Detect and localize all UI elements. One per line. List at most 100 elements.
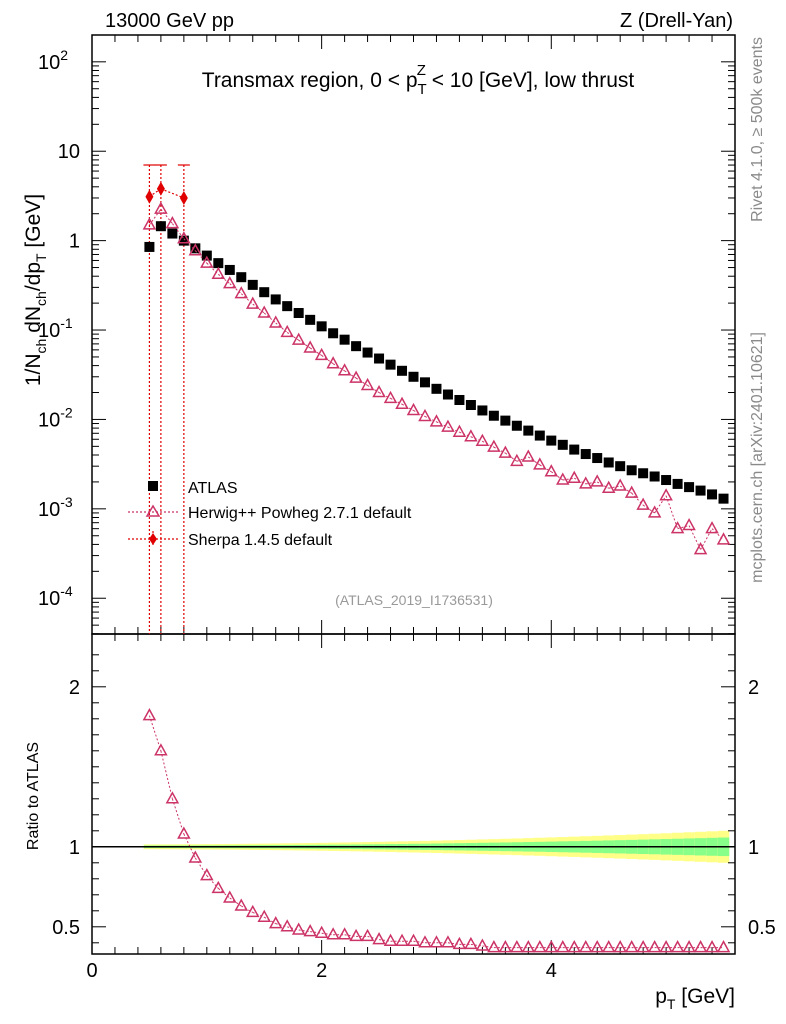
- ratio-y-axis-label: Ratio to ATLAS: [25, 742, 42, 850]
- atlas-point: [328, 328, 339, 339]
- herwig-point: [372, 384, 386, 398]
- herwig-ratio-point: [636, 940, 650, 953]
- herwig-ratio-point: [177, 826, 191, 839]
- herwig-point: [429, 414, 444, 427]
- herwig-point: [716, 532, 731, 545]
- herwig-ratio-point: [555, 940, 570, 953]
- rivet-version-label: Rivet 4.1.0, ≥ 500k events: [749, 37, 766, 222]
- herwig-ratio-point: [211, 880, 226, 894]
- legend-herwig-label: Herwig++ Powheg 2.7.1 default: [188, 505, 412, 522]
- herwig-ratio-point: [670, 940, 685, 953]
- atlas-point: [270, 294, 281, 305]
- atlas-point: [488, 410, 499, 421]
- herwig-ratio-connector: [447, 942, 460, 945]
- herwig-ratio-point: [521, 940, 536, 953]
- atlas-point: [661, 475, 672, 486]
- atlas-point: [431, 383, 442, 394]
- atlas-point: [282, 301, 293, 312]
- herwig-point: [533, 457, 547, 470]
- atlas-point: [236, 272, 247, 283]
- ratio-plot-marks: [142, 708, 731, 953]
- sherpa-point: [179, 190, 188, 205]
- atlas-point: [190, 243, 201, 254]
- herwig-ratio-point: [441, 935, 455, 948]
- herwig-point: [383, 390, 398, 404]
- herwig-point: [223, 276, 237, 289]
- herwig-ratio-connector: [310, 931, 322, 934]
- atlas-point: [557, 439, 568, 450]
- y-tick-label-left: 2: [69, 677, 80, 699]
- atlas-point: [649, 471, 660, 482]
- herwig-ratio-connector: [298, 929, 311, 933]
- herwig-ratio-connector: [482, 945, 494, 949]
- x-tick-label: 0: [86, 960, 97, 982]
- atlas-point: [213, 258, 224, 269]
- herwig-ratio-point: [268, 916, 283, 929]
- ratio-axis-ticks: 0 2 4 0.5 0.5 1 1 2 2: [52, 634, 776, 982]
- herwig-point: [165, 216, 180, 229]
- y-tick-label: 10-1: [38, 315, 73, 342]
- herwig-ratio-point: [406, 933, 421, 946]
- legend-sherpa-marker: [149, 533, 157, 545]
- y-tick-label: 1: [69, 231, 80, 253]
- herwig-point: [510, 453, 524, 467]
- herwig-point: [234, 286, 249, 299]
- herwig-point: [590, 474, 604, 487]
- herwig-point: [613, 478, 627, 491]
- atlas-point: [638, 468, 649, 479]
- herwig-ratio-point: [234, 898, 249, 911]
- herwig-point: [487, 439, 501, 452]
- herwig-ratio-point: [429, 935, 444, 948]
- atlas-point: [316, 321, 327, 332]
- herwig-point: [245, 296, 260, 309]
- ratio-plot-frame: [91, 633, 736, 955]
- atlas-point: [511, 420, 522, 431]
- herwig-connector: [654, 495, 667, 514]
- herwig-ratio-point: [452, 936, 467, 950]
- atlas-point: [374, 353, 385, 364]
- herwig-ratio-point: [223, 890, 237, 903]
- herwig-ratio-point: [291, 922, 306, 935]
- herwig-point: [498, 445, 513, 458]
- herwig-ratio-point: [705, 940, 719, 953]
- herwig-point: [636, 497, 650, 510]
- atlas-point: [672, 478, 683, 489]
- herwig-point: [464, 429, 478, 442]
- herwig-point: [188, 243, 203, 256]
- herwig-ratio-point: [578, 940, 593, 953]
- atlas-point: [339, 334, 350, 345]
- herwig-ratio-point: [487, 940, 501, 953]
- y-tick-label: 102: [38, 47, 68, 74]
- atlas-point: [546, 435, 557, 446]
- herwig-connector: [585, 481, 598, 485]
- atlas-point: [465, 400, 476, 411]
- herwig-ratio-connector: [378, 939, 391, 942]
- herwig-connector: [160, 208, 173, 224]
- herwig-ratio-point: [349, 928, 363, 942]
- herwig-point: [521, 449, 536, 462]
- atlas-point: [534, 430, 545, 441]
- herwig-connector: [149, 208, 162, 226]
- herwig-point: [406, 402, 421, 416]
- y-tick-label: 10: [58, 141, 80, 163]
- herwig-point: [452, 424, 467, 437]
- herwig-ratio-connector: [171, 798, 185, 835]
- legend-sherpa-label: Sherpa 1.4.5 default: [188, 532, 333, 549]
- herwig-ratio-connector: [287, 926, 299, 931]
- herwig-ratio-connector: [367, 935, 380, 941]
- herwig-ratio-point: [257, 909, 272, 922]
- herwig-ratio-point: [418, 935, 432, 948]
- legend-atlas-marker: [148, 481, 158, 491]
- atlas-point: [385, 359, 396, 370]
- x-tick-label: 4: [546, 960, 557, 982]
- herwig-ratio-point: [395, 933, 409, 946]
- atlas-point: [707, 489, 718, 500]
- herwig-ratio-point: [464, 936, 478, 950]
- atlas-point: [305, 314, 316, 325]
- herwig-point: [601, 480, 616, 493]
- herwig-ratio-point: [498, 940, 513, 953]
- y-tick-label-right: 0.5: [748, 917, 776, 939]
- x-axis-label: pT [GeV]: [655, 985, 735, 1012]
- herwig-point: [280, 324, 294, 338]
